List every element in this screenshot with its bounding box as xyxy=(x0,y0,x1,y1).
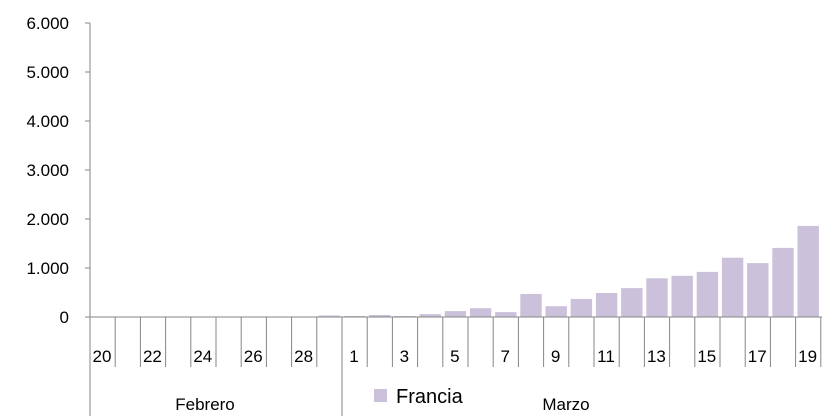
x-tick-label: 11 xyxy=(597,347,615,366)
x-tick-label: 20 xyxy=(93,347,112,366)
x-tick-label: 1 xyxy=(349,347,358,366)
bar xyxy=(545,306,567,317)
y-axis: 0 1.000 2.000 3.000 4.000 5.000 6.000 xyxy=(26,14,91,327)
y-tick-label: 6.000 xyxy=(26,14,69,33)
legend-label: Francia xyxy=(396,386,464,408)
x-tick-label: 24 xyxy=(193,347,212,366)
bar xyxy=(621,288,643,317)
x-tick-label: 3 xyxy=(400,347,409,366)
bar xyxy=(444,311,467,317)
x-tick-label: 9 xyxy=(551,347,560,366)
x-tick-label: 7 xyxy=(500,347,509,366)
bar xyxy=(671,275,693,317)
x-tick-label: 17 xyxy=(748,347,767,366)
bar xyxy=(747,263,769,317)
bar xyxy=(646,278,668,317)
x-tick-label: 15 xyxy=(697,347,716,366)
bar xyxy=(595,293,618,317)
y-tick-label: 4.000 xyxy=(26,112,69,131)
bar xyxy=(318,315,341,317)
bar xyxy=(570,298,593,317)
bar xyxy=(797,225,819,317)
bar xyxy=(772,247,794,317)
bar xyxy=(369,315,391,317)
y-tick-label: 2.000 xyxy=(26,210,69,229)
legend: Francia xyxy=(374,386,464,408)
legend-swatch xyxy=(374,389,387,402)
x-tick-label: 5 xyxy=(450,347,459,366)
y-tick-label: 5.000 xyxy=(26,63,69,82)
x-tick-label: 22 xyxy=(143,347,162,366)
y-tick-label: 0 xyxy=(60,308,69,327)
y-tick-label: 1.000 xyxy=(26,259,69,278)
y-tick-label: 3.000 xyxy=(26,161,69,180)
x-tick-label: 19 xyxy=(798,347,817,366)
bar xyxy=(696,271,719,317)
bar xyxy=(419,314,441,317)
bar-series xyxy=(318,225,819,317)
group-label: Marzo xyxy=(542,395,589,414)
bar xyxy=(469,308,492,317)
bar xyxy=(495,312,517,317)
bar xyxy=(721,257,744,317)
x-tick-label: 26 xyxy=(244,347,263,366)
bar xyxy=(520,294,542,317)
x-tick-label: 28 xyxy=(294,347,313,366)
group-label: Febrero xyxy=(175,395,235,414)
x-tick-label: 13 xyxy=(647,347,666,366)
